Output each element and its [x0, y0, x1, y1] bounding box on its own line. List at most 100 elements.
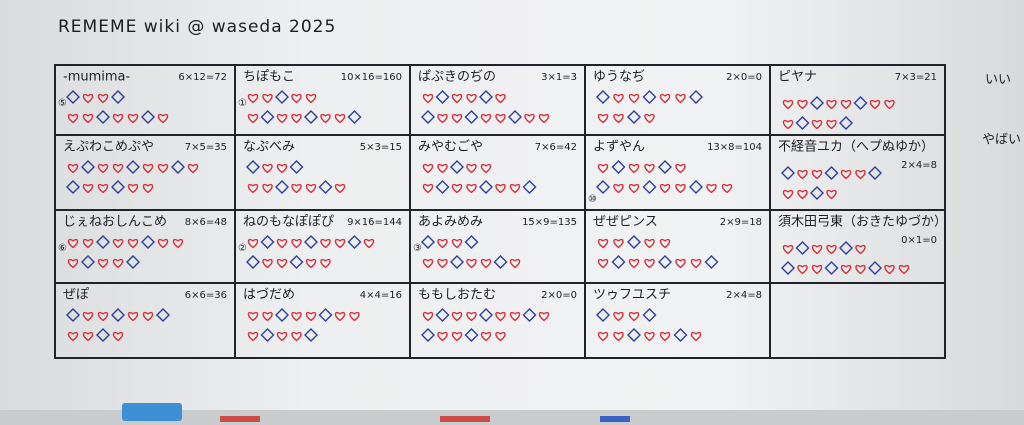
heart-doodle [247, 113, 259, 124]
heart-doodle [538, 311, 550, 322]
diamond-doodle [289, 160, 304, 174]
circled-number: ⑩ [588, 194, 597, 205]
heart-doodle [82, 113, 94, 124]
diamond-doodle [673, 328, 688, 342]
heart-doodle [466, 311, 477, 322]
heart-doodle [509, 311, 521, 322]
heart-doodle [628, 93, 640, 104]
heart-doodle [437, 331, 448, 342]
participant-name: はづだめ [243, 288, 295, 303]
side-label: やばい [982, 133, 1021, 148]
diamond-doodle [111, 308, 125, 322]
diamond-doodle [450, 255, 464, 269]
diamond-doodle [246, 160, 260, 174]
board-title: REMEME wiki @ waseda 2025 [58, 17, 336, 37]
diamond-doodle [318, 180, 333, 194]
diamond-doodle [304, 110, 318, 124]
score-formula: 2×0=0 [541, 290, 577, 301]
participant-name: 須木田弓東（おきたゆづか） [778, 214, 947, 230]
heart-doodle [82, 311, 94, 322]
heart-doodle [97, 258, 109, 269]
heart-doodle [112, 238, 124, 249]
heart-doodle [142, 163, 154, 174]
heart-doodle [142, 183, 154, 194]
heart-doodle [644, 238, 655, 249]
heart-doodle [826, 189, 837, 200]
heart-doodle [495, 311, 506, 322]
heart-doodle [480, 258, 492, 269]
diamond-doodle [275, 180, 289, 194]
heart-doodle [127, 311, 139, 322]
circled-number: ③ [413, 243, 422, 254]
heart-doodle [509, 183, 521, 194]
diamond-doodle [111, 180, 125, 194]
heart-doodle [262, 163, 273, 174]
heart-doodle [67, 331, 79, 342]
heart-doodle [172, 238, 184, 249]
diamond-doodle [289, 255, 304, 269]
eraser [122, 403, 182, 421]
heart-doodle [291, 183, 302, 194]
heart-doodle [97, 311, 109, 322]
score-formula: 6×6=36 [185, 290, 227, 301]
heart-doodle [811, 264, 823, 275]
heart-doodle [811, 244, 823, 255]
heart-doodle [675, 183, 686, 194]
heart-doodle [437, 238, 448, 249]
diamond-doodle [81, 255, 95, 269]
heart-doodle [157, 163, 169, 174]
heart-doodle [82, 238, 94, 249]
participant-name: ねのもなぽぽぴ [243, 215, 334, 230]
diamond-doodle [66, 180, 80, 194]
diamond-doodle [868, 166, 882, 180]
heart-doodle [855, 244, 866, 255]
diamond-doodle [479, 308, 493, 322]
participant-name: ぜぜピンス [593, 215, 658, 230]
diamond-doodle [642, 180, 657, 194]
heart-doodle [187, 163, 199, 174]
heart-doodle [644, 258, 655, 269]
heart-doodle [422, 258, 434, 269]
heart-doodle [613, 311, 624, 322]
participant-name: ピヤナ [778, 70, 817, 85]
heart-doodle [67, 258, 79, 269]
heart-doodle [451, 93, 463, 104]
diamond-doodle [96, 235, 110, 249]
heart-doodle [644, 113, 655, 124]
heart-doodle [320, 258, 331, 269]
heart-doodle [112, 258, 124, 269]
marker-cap [440, 416, 490, 422]
diamond-doodle [141, 110, 155, 124]
heart-doodle [613, 183, 624, 194]
score-formula: 10×16=160 [341, 72, 402, 83]
diamond-doodle [824, 166, 839, 180]
heart-doodle [437, 113, 448, 124]
diamond-doodle [96, 328, 110, 342]
participant-name: みやむごや [418, 139, 483, 155]
score-formula: 5×3=15 [360, 142, 402, 153]
heart-doodle [884, 264, 895, 275]
heart-doodle [782, 189, 794, 200]
heart-doodle [305, 311, 317, 322]
diamond-doodle [493, 255, 508, 269]
heart-doodle [466, 258, 477, 269]
heart-doodle [597, 113, 609, 124]
heart-doodle [82, 331, 94, 342]
diamond-doodle [464, 328, 479, 342]
heart-doodle [466, 183, 477, 194]
diamond-doodle [126, 160, 140, 174]
diamond-doodle [689, 90, 703, 104]
participant-name: よずやん [593, 140, 645, 155]
score-formula: 7×6=42 [535, 142, 577, 153]
heart-doodle [811, 169, 823, 180]
diamond-doodle [522, 308, 537, 322]
heart-doodle [127, 238, 139, 249]
diamond-doodle [810, 96, 824, 110]
heart-doodle [262, 311, 273, 322]
diamond-doodle [81, 160, 95, 174]
heart-doodle [247, 331, 259, 342]
diamond-doodle [421, 235, 435, 249]
diamond-doodle [522, 180, 537, 194]
table-grid [54, 64, 946, 359]
